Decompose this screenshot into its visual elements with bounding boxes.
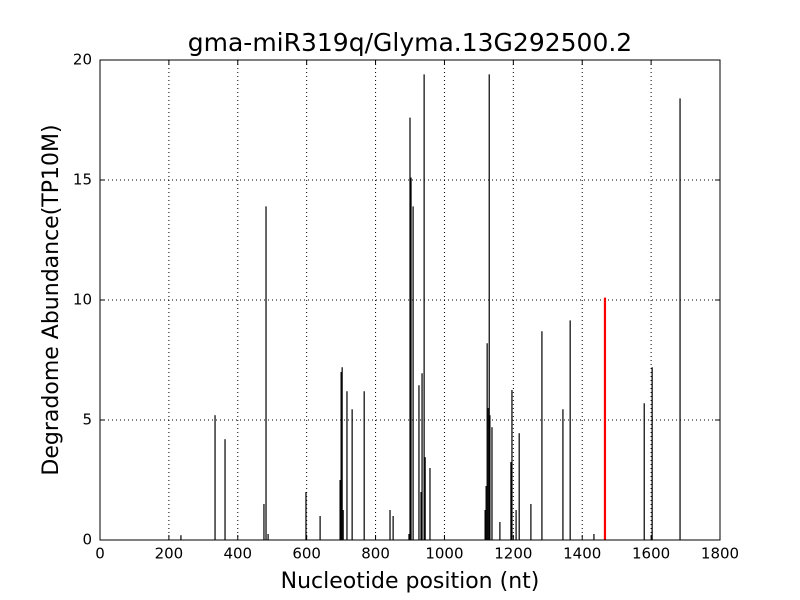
chart-title: gma-miR319q/Glyma.13G292500.2 [188, 28, 632, 57]
x-tick-label: 800 [361, 545, 390, 563]
x-tick-label: 0 [95, 545, 105, 563]
y-axis-label: Degradome Abundance(TP10M) [39, 124, 64, 475]
y-tick-label: 0 [82, 531, 92, 549]
plot-frame [99, 59, 721, 541]
x-tick-label: 1800 [701, 545, 739, 563]
x-tick-label: 600 [292, 545, 321, 563]
x-tick-label: 1600 [632, 545, 670, 563]
x-tick-label: 400 [223, 545, 252, 563]
x-tick-label: 200 [155, 545, 184, 563]
y-tick-label: 20 [73, 51, 92, 69]
x-tick-label: 1200 [494, 545, 532, 563]
x-tick-label: 1400 [563, 545, 601, 563]
y-tick-label: 15 [73, 171, 92, 189]
x-axis-label: Nucleotide position (nt) [281, 569, 540, 594]
y-tick-label: 10 [73, 291, 92, 309]
y-tick-label: 5 [82, 411, 92, 429]
x-tick-label: 1000 [425, 545, 463, 563]
